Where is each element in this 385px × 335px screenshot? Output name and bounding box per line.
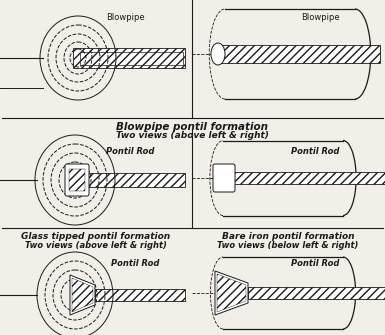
Bar: [95, 289, 185, 301]
Bar: [69, 169, 85, 191]
Text: Bare iron pontil formation: Bare iron pontil formation: [222, 232, 354, 241]
FancyBboxPatch shape: [65, 164, 89, 196]
Text: Two views (above left & right): Two views (above left & right): [116, 131, 268, 140]
Text: Pontil Rod: Pontil Rod: [106, 147, 154, 156]
Polygon shape: [72, 278, 93, 312]
Text: Two views (below left & right): Two views (below left & right): [217, 241, 359, 250]
Bar: [80, 52, 183, 65]
Bar: [233, 172, 385, 184]
Text: Blowpipe: Blowpipe: [301, 13, 339, 22]
Text: Two views (above left & right): Two views (above left & right): [25, 241, 167, 250]
Polygon shape: [217, 274, 246, 312]
FancyBboxPatch shape: [213, 164, 235, 192]
Bar: [73, 48, 185, 68]
Text: Blowpipe: Blowpipe: [106, 13, 144, 22]
Text: Pontil Rod: Pontil Rod: [291, 259, 339, 268]
Text: Blowpipe pontil formation: Blowpipe pontil formation: [116, 122, 268, 132]
Polygon shape: [70, 275, 95, 315]
Text: Pontil Rod: Pontil Rod: [111, 259, 159, 268]
Text: Pontil Rod: Pontil Rod: [291, 147, 339, 156]
Bar: [248, 287, 385, 299]
Bar: [87, 173, 185, 187]
Text: Glass tipped pontil formation: Glass tipped pontil formation: [22, 232, 171, 241]
Polygon shape: [215, 271, 248, 315]
Ellipse shape: [211, 43, 225, 65]
Bar: [215, 45, 380, 63]
